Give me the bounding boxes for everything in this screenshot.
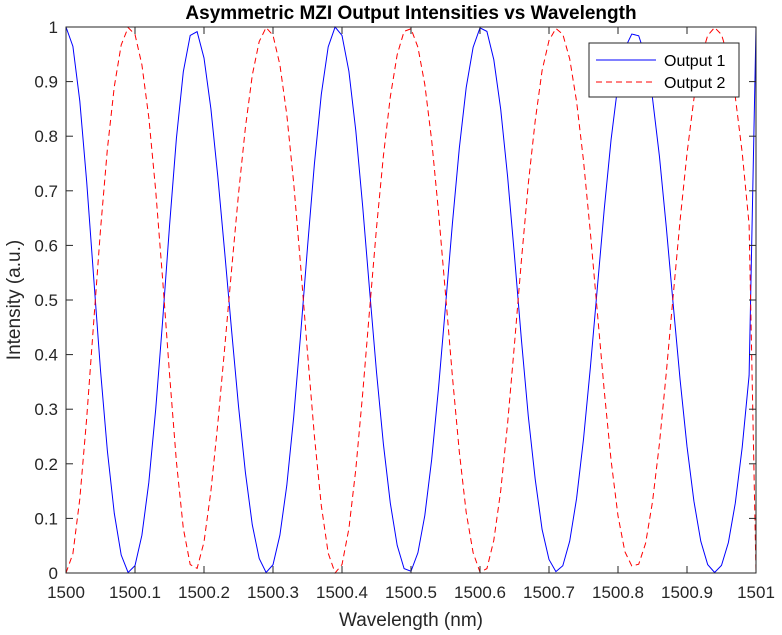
y-tick-label: 0.2 <box>34 455 58 474</box>
x-tick-label: 1500.1 <box>109 583 161 602</box>
x-tick-label: 1500.4 <box>316 583 368 602</box>
y-tick-label: 1 <box>49 18 58 37</box>
y-tick-label: 0.6 <box>34 236 58 255</box>
x-tick-label: 1500.6 <box>454 583 506 602</box>
y-axis-title: Intensity (a.u.) <box>4 240 25 360</box>
x-tick-label: 1501 <box>737 583 775 602</box>
x-tick-label: 1500.3 <box>247 583 299 602</box>
x-tick-label: 1500.8 <box>592 583 644 602</box>
plot-area <box>66 27 756 573</box>
y-tick-label: 0.8 <box>34 127 58 146</box>
legend: Output 1 Output 2 <box>588 42 740 98</box>
y-tick-label: 0.4 <box>34 346 58 365</box>
y-tick-label: 0.7 <box>34 182 58 201</box>
x-tick-label: 1500 <box>47 583 85 602</box>
chart-title: Asymmetric MZI Output Intensities vs Wav… <box>185 3 636 24</box>
x-axis-title: Wavelength (nm) <box>339 610 483 631</box>
y-tick-label: 0.1 <box>34 509 58 528</box>
y-tick-label: 0.3 <box>34 400 58 419</box>
legend-label-output-1: Output 1 <box>664 53 725 70</box>
series-line-output-2 <box>65 26 757 574</box>
y-tick-label: 0.9 <box>34 73 58 92</box>
legend-label-output-2: Output 2 <box>664 75 725 92</box>
y-tick-label: 0 <box>49 564 58 583</box>
ticks-layer: 1500 1500.1 1500.2 1500.3 1500.4 1500.5 1500.6… <box>34 18 775 602</box>
x-tick-label: 1500.2 <box>178 583 230 602</box>
x-tick-label: 1500.7 <box>523 583 575 602</box>
axes-box <box>65 26 757 574</box>
x-tick-label: 1500.9 <box>661 583 713 602</box>
y-tick-label: 0.5 <box>34 291 58 310</box>
legend-box <box>588 42 740 98</box>
x-tick-label: 1500.5 <box>385 583 437 602</box>
